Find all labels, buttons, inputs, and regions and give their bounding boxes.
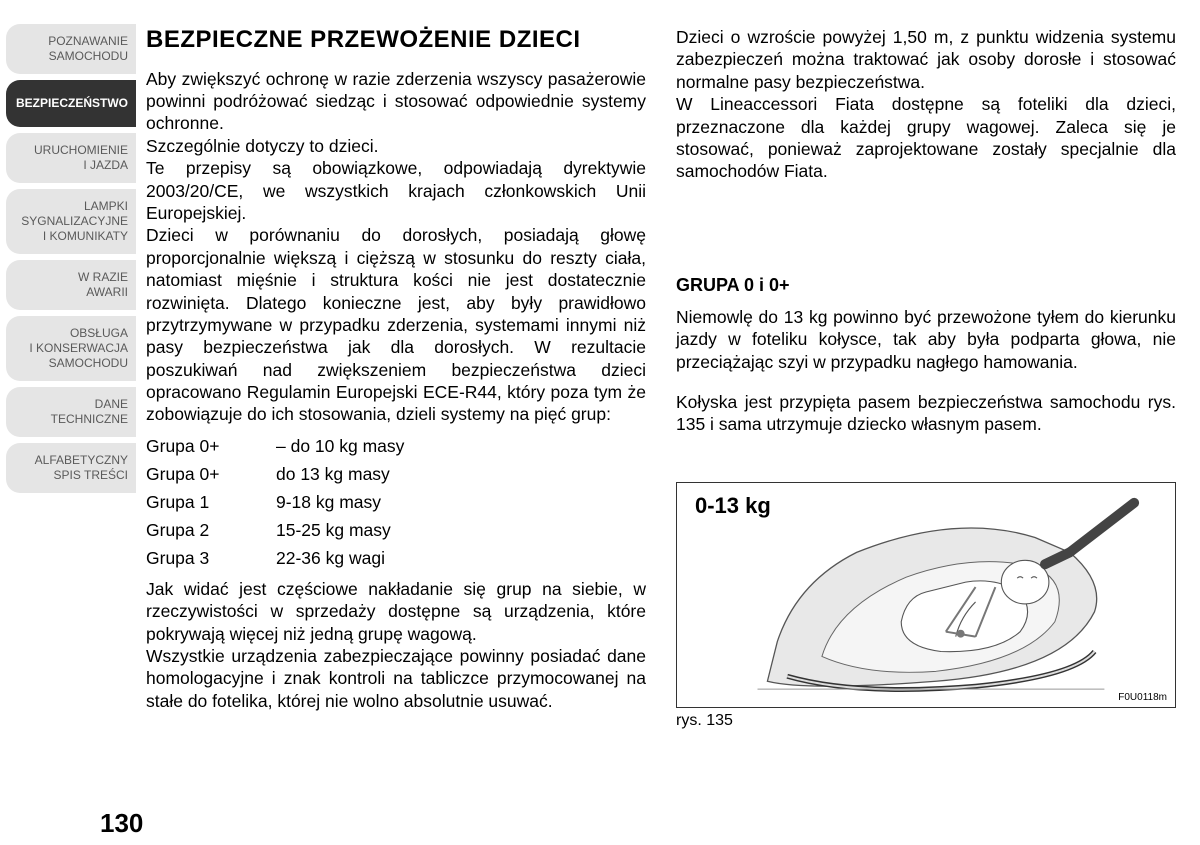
- figure-caption: rys. 135: [676, 712, 1176, 730]
- figure-child-seat: 0-13 kg: [676, 482, 1176, 708]
- tab-label: LAMPKI: [12, 199, 128, 214]
- body-text: Aby zwiększyć ochronę w razie zderzenia …: [146, 68, 646, 135]
- body-text: Wszystkie urządzenia zabezpieczające pow…: [146, 645, 646, 712]
- group-label: Grupa 0+: [146, 432, 276, 460]
- tab-bezpieczenstwo[interactable]: BEZPIECZEŃSTWO: [6, 80, 136, 127]
- tab-label: ALFABETYCZNY: [12, 453, 128, 468]
- body-text: Te przepisy są obowiązkowe, odpowiadają …: [146, 157, 646, 224]
- tab-label: BEZPIECZEŃSTWO: [14, 96, 128, 111]
- tab-label: I KONSERWACJA: [12, 341, 128, 356]
- tab-label: I JAZDA: [12, 158, 128, 173]
- group-range: 9-18 kg masy: [276, 488, 381, 516]
- tab-label: SAMOCHODU: [12, 356, 128, 371]
- tab-spis[interactable]: ALFABETYCZNY SPIS TREŚCI: [6, 443, 136, 493]
- tab-label: DANE: [12, 397, 128, 412]
- tab-label: POZNAWANIE: [12, 34, 128, 49]
- page-number: 130: [100, 808, 143, 839]
- section-heading: GRUPA 0 i 0+: [676, 275, 1176, 296]
- group-row: Grupa 0+ – do 10 kg masy: [146, 432, 646, 460]
- child-seat-icon: [677, 483, 1175, 707]
- group-range: – do 10 kg masy: [276, 432, 404, 460]
- tab-label: SAMOCHODU: [12, 49, 128, 64]
- group-label: Grupa 2: [146, 516, 276, 544]
- tab-dane[interactable]: DANE TECHNICZNE: [6, 387, 136, 437]
- group-row: Grupa 2 15-25 kg masy: [146, 516, 646, 544]
- page-title: BEZPIECZNE PRZEWOŻENIE DZIECI: [146, 26, 646, 54]
- group-label: Grupa 1: [146, 488, 276, 516]
- group-row: Grupa 1 9-18 kg masy: [146, 488, 646, 516]
- tab-label: SPIS TREŚCI: [12, 468, 128, 483]
- group-range: 22-36 kg wagi: [276, 544, 385, 572]
- group-range: 15-25 kg masy: [276, 516, 391, 544]
- tab-awarii[interactable]: W RAZIE AWARII: [6, 260, 136, 310]
- tab-label: SYGNALIZACYJNE: [12, 214, 128, 229]
- body-text: Niemowlę do 13 kg powinno być przewożone…: [676, 306, 1176, 373]
- tab-label: W RAZIE: [12, 270, 128, 285]
- tab-uruchomienie[interactable]: URUCHOMIENIE I JAZDA: [6, 133, 136, 183]
- body-text: W Lineaccessori Fiata dostępne są foteli…: [676, 93, 1176, 183]
- tab-label: TECHNICZNE: [12, 412, 128, 427]
- group-row: Grupa 0+ do 13 kg masy: [146, 460, 646, 488]
- tab-label: AWARII: [12, 285, 128, 300]
- body-text: Dzieci w porównaniu do dorosłych, posiad…: [146, 224, 646, 426]
- left-column: BEZPIECZNE PRZEWOŻENIE DZIECI Aby zwięks…: [146, 26, 646, 730]
- figure-id: F0U0118m: [1118, 692, 1167, 703]
- group-row: Grupa 3 22-36 kg wagi: [146, 544, 646, 572]
- tab-label: OBSŁUGA: [12, 326, 128, 341]
- body-text: Dzieci o wzroście powyżej 1,50 m, z punk…: [676, 26, 1176, 93]
- right-column: Dzieci o wzroście powyżej 1,50 m, z punk…: [676, 26, 1176, 730]
- tab-poznawanie[interactable]: POZNAWANIE SAMOCHODU: [6, 24, 136, 74]
- tab-obsluga[interactable]: OBSŁUGA I KONSERWACJA SAMOCHODU: [6, 316, 136, 381]
- main-content: BEZPIECZNE PRZEWOŻENIE DZIECI Aby zwięks…: [146, 26, 1176, 730]
- tab-label: URUCHOMIENIE: [12, 143, 128, 158]
- body-text: Szczególnie dotyczy to dzieci.: [146, 135, 646, 157]
- group-label: Grupa 3: [146, 544, 276, 572]
- body-text: Jak widać jest częściowe nakładanie się …: [146, 578, 646, 645]
- tab-label: I KOMUNIKATY: [12, 229, 128, 244]
- tab-lampki[interactable]: LAMPKI SYGNALIZACYJNE I KOMUNIKATY: [6, 189, 136, 254]
- group-label: Grupa 0+: [146, 460, 276, 488]
- group-range: do 13 kg masy: [276, 460, 390, 488]
- sidebar-tabs: POZNAWANIE SAMOCHODU BEZPIECZEŃSTWO URUC…: [0, 0, 136, 845]
- body-text: Kołyska jest przypięta pasem bezpieczeńs…: [676, 391, 1176, 436]
